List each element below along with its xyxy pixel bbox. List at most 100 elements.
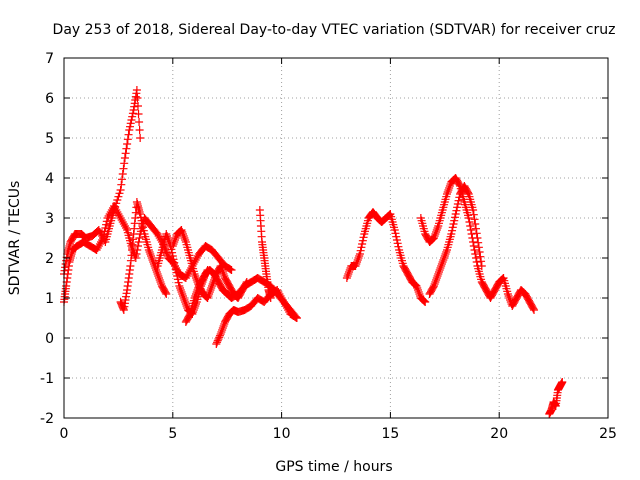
data-point — [203, 294, 212, 302]
data-point — [466, 222, 475, 230]
data-point — [432, 276, 441, 284]
data-point — [118, 170, 127, 178]
data-point — [181, 236, 190, 244]
data-point — [178, 230, 187, 238]
data-point — [474, 243, 483, 252]
data-point — [343, 272, 352, 280]
data-point — [431, 278, 440, 286]
data-point — [138, 220, 147, 228]
data-point — [210, 274, 219, 282]
data-point — [220, 320, 229, 328]
data-point — [471, 220, 480, 228]
data-point — [440, 252, 449, 260]
data-point — [125, 126, 134, 134]
data-point — [162, 230, 171, 238]
data-point — [168, 252, 177, 260]
data-point — [477, 257, 486, 266]
data-point — [352, 260, 361, 268]
data-point — [451, 210, 460, 218]
data-point — [178, 290, 187, 298]
data-point — [452, 206, 461, 215]
data-point — [218, 324, 227, 332]
data-point — [437, 260, 446, 268]
data-point — [208, 280, 217, 288]
data-point — [412, 282, 421, 290]
data-point — [170, 262, 179, 270]
data-point — [215, 333, 224, 342]
data-point — [119, 164, 128, 173]
data-point — [99, 230, 108, 239]
data-point — [466, 226, 475, 234]
data-point — [429, 283, 438, 292]
data-point — [472, 229, 481, 238]
data-point — [242, 279, 251, 288]
data-point — [120, 159, 129, 168]
data-point — [429, 282, 438, 290]
data-point — [123, 135, 132, 144]
data-point — [168, 242, 177, 250]
data-point — [467, 230, 476, 238]
data-point — [152, 268, 161, 276]
data-point — [435, 266, 444, 274]
data-point — [453, 203, 462, 212]
data-point — [133, 94, 142, 102]
data-point — [192, 276, 201, 284]
data-point — [171, 265, 180, 274]
data-point — [292, 314, 301, 322]
data-point — [355, 252, 364, 260]
x-axis-label: GPS time / hours — [275, 459, 392, 475]
y-tick-label: 4 — [45, 171, 54, 187]
data-point — [474, 238, 483, 247]
data-point — [139, 226, 148, 235]
data-point — [469, 238, 478, 246]
data-point — [214, 335, 223, 343]
data-point — [355, 250, 364, 258]
data-point — [116, 186, 125, 194]
series-sat-h — [255, 206, 275, 302]
data-point — [391, 229, 400, 238]
data-point — [102, 220, 111, 229]
data-point — [217, 328, 226, 336]
data-point — [126, 122, 135, 131]
data-point — [218, 326, 227, 334]
data-point — [226, 265, 235, 274]
data-point — [146, 250, 155, 258]
data-point — [431, 230, 440, 238]
data-point — [144, 246, 153, 254]
chart-title: Day 253 of 2018, Sidereal Day-to-day VTE… — [53, 22, 616, 38]
data-point — [209, 278, 218, 286]
data-point — [190, 270, 199, 278]
data-point — [193, 286, 202, 294]
data-point — [133, 242, 142, 250]
data-point — [470, 246, 479, 254]
data-point — [471, 254, 480, 262]
series-sat-c — [116, 198, 171, 314]
data-point — [100, 227, 109, 236]
x-tick-label: 10 — [273, 426, 291, 442]
data-point — [162, 290, 171, 298]
x-tick-label: 20 — [490, 426, 508, 442]
data-point — [266, 294, 275, 302]
data-point — [205, 290, 214, 298]
data-point — [173, 275, 182, 284]
data-point — [438, 258, 447, 266]
data-point — [162, 248, 171, 256]
data-point — [122, 144, 131, 153]
data-point — [436, 264, 445, 272]
data-point — [505, 294, 514, 302]
data-point — [432, 274, 441, 282]
data-point — [447, 230, 456, 238]
data-point — [149, 260, 158, 268]
data-point — [210, 276, 219, 284]
data-point — [126, 119, 135, 128]
data-point — [242, 278, 251, 286]
data-point — [529, 304, 538, 313]
data-point — [180, 234, 189, 242]
data-point — [180, 296, 189, 304]
data-point — [345, 268, 354, 276]
data-point — [430, 280, 439, 288]
data-point — [113, 196, 122, 204]
series-sat-f — [181, 266, 212, 326]
data-point — [207, 282, 216, 290]
